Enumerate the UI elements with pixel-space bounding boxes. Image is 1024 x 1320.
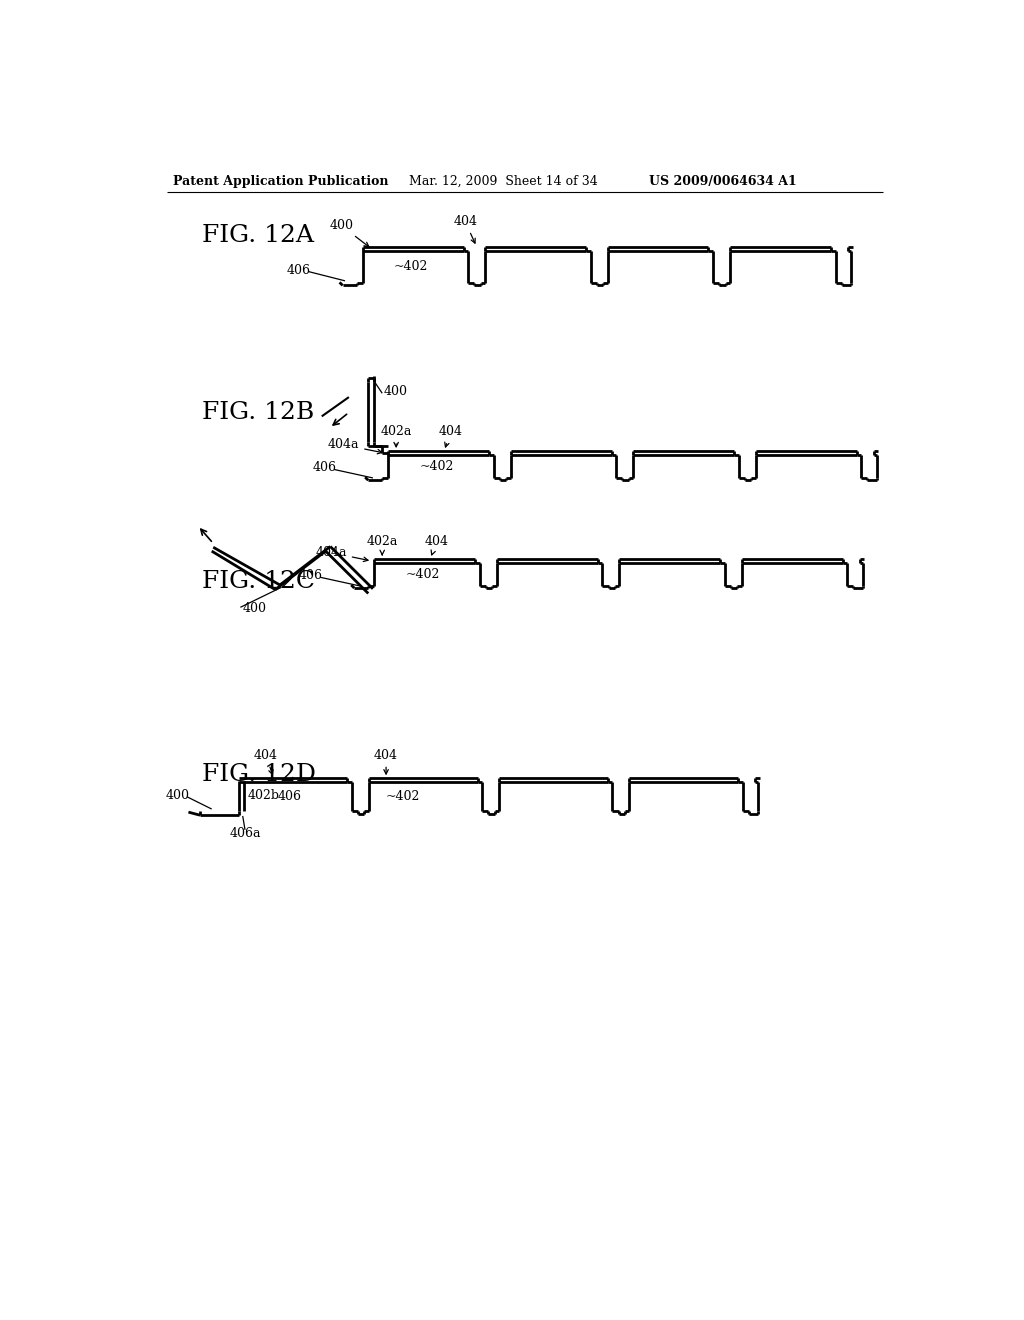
Text: 400: 400 — [243, 602, 266, 615]
Text: US 2009/0064634 A1: US 2009/0064634 A1 — [649, 176, 797, 187]
Text: 404: 404 — [374, 748, 398, 774]
Text: 406: 406 — [312, 462, 337, 474]
Text: 402b: 402b — [248, 788, 281, 801]
Text: FIG. 12C: FIG. 12C — [202, 570, 314, 594]
Text: 406: 406 — [299, 569, 323, 582]
Text: ~402: ~402 — [386, 791, 421, 804]
Text: ~402: ~402 — [394, 260, 428, 273]
Text: 404: 404 — [425, 536, 449, 554]
Text: 402a: 402a — [381, 425, 412, 447]
Text: 400: 400 — [384, 385, 408, 399]
Text: 406: 406 — [287, 264, 311, 277]
Text: 404: 404 — [254, 748, 278, 775]
Text: ~402: ~402 — [420, 459, 454, 473]
Text: 402a: 402a — [367, 536, 398, 554]
Text: 404: 404 — [438, 425, 463, 447]
Text: FIG. 12D: FIG. 12D — [202, 763, 315, 785]
Text: FIG. 12A: FIG. 12A — [202, 224, 313, 247]
Text: ~402: ~402 — [406, 568, 440, 581]
Text: 400: 400 — [165, 788, 189, 801]
Text: 404a: 404a — [315, 546, 368, 561]
Text: 404a: 404a — [328, 438, 382, 454]
Text: 404: 404 — [454, 215, 477, 243]
Text: 406: 406 — [278, 791, 302, 804]
Text: 406a: 406a — [229, 828, 261, 841]
Text: Mar. 12, 2009  Sheet 14 of 34: Mar. 12, 2009 Sheet 14 of 34 — [409, 176, 597, 187]
Text: FIG. 12B: FIG. 12B — [202, 401, 314, 424]
Text: 400: 400 — [329, 219, 369, 247]
Text: Patent Application Publication: Patent Application Publication — [173, 176, 388, 187]
